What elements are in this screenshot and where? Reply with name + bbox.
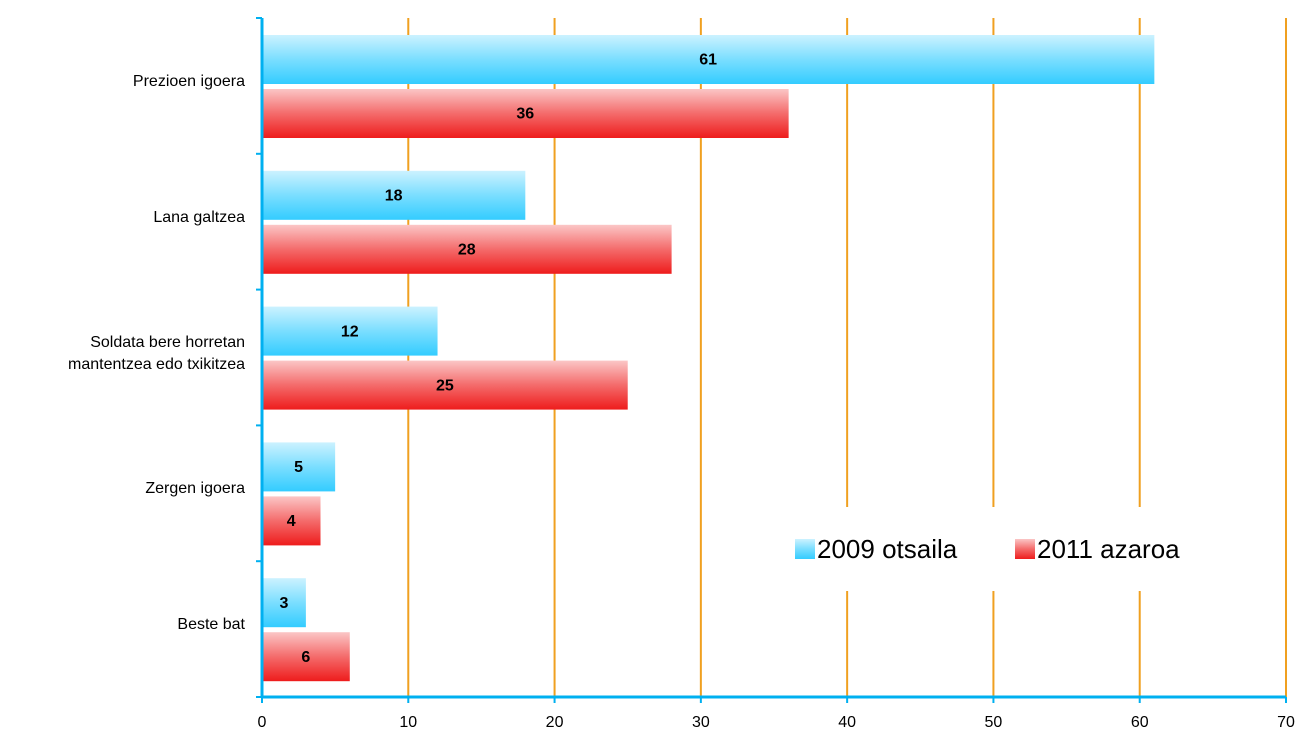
bar (262, 224, 672, 274)
bar-label: 12 (341, 323, 359, 340)
bar-label: 25 (436, 377, 454, 394)
legend-box (765, 507, 1255, 591)
bar (262, 578, 306, 628)
bar-label: 28 (458, 242, 476, 259)
x-tick-label: 60 (1131, 714, 1149, 731)
bar (262, 632, 350, 682)
x-tick-label: 40 (838, 714, 856, 731)
bar (262, 89, 789, 138)
legend-label: 2009 otsaila (817, 534, 958, 564)
legend-swatch (1015, 539, 1035, 559)
bar (262, 170, 526, 220)
bar-label: 3 (279, 595, 288, 612)
y-tick-label: Zergen igoera (145, 480, 245, 498)
x-tick-label: 20 (546, 714, 564, 731)
x-tick-label: 10 (399, 714, 417, 731)
bar-label: 4 (287, 513, 296, 530)
bar-label: 61 (699, 52, 717, 69)
bar-label: 18 (385, 188, 403, 205)
y-tick-label: Lana galtzea (153, 208, 245, 226)
bar (262, 306, 438, 356)
x-tick-label: 70 (1277, 714, 1295, 731)
legend-label: 2011 azaroa (1037, 534, 1180, 564)
legend-swatch (795, 539, 815, 559)
x-tick-label: 0 (258, 714, 267, 731)
y-tick-label: Soldata bere horretan mantentzea edo txi… (68, 333, 245, 373)
x-tick-label: 50 (985, 714, 1003, 731)
bar-label: 36 (516, 106, 534, 123)
y-tick-label: Prezioen igoera (132, 72, 245, 90)
bar-label: 6 (301, 649, 310, 666)
y-tick-label: Beste bat (177, 616, 245, 634)
bar (262, 442, 336, 492)
bar (262, 35, 1155, 84)
bar (262, 496, 321, 546)
bar-label: 5 (294, 459, 303, 476)
bar (262, 360, 628, 410)
x-tick-label: 30 (692, 714, 710, 731)
